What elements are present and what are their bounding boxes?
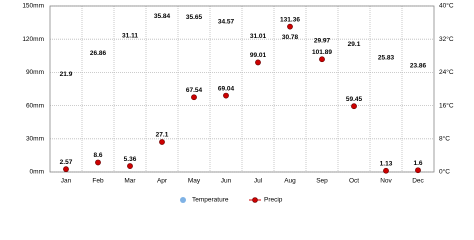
chart: 0mm 30mm 60mm 90mm 120mm 150mm 0°C 8°C 16°C 24°C 3… (22, 2, 454, 204)
y-tick-label: 60mm (26, 102, 44, 109)
data-point (287, 42, 292, 47)
legend-marker (180, 197, 186, 203)
data-label: 31.11 (122, 33, 138, 40)
data-label: 59.45 (346, 96, 363, 103)
data-label: 101.89 (312, 49, 332, 56)
data-label: 30.78 (282, 34, 299, 41)
data-label: 21.9 (60, 71, 73, 78)
data-label: 1.13 (380, 160, 393, 167)
data-point (223, 26, 228, 31)
data-point (287, 23, 293, 30)
x-tick-label: Jul (254, 178, 263, 185)
data-point (191, 21, 196, 26)
y2-tick-label: 32°C (439, 35, 454, 43)
data-point (127, 163, 133, 169)
data-label: 99.01 (250, 52, 267, 59)
y-tick-label: 150mm (22, 3, 44, 10)
x-tick-label: Oct (349, 178, 359, 185)
data-label: 29.1 (348, 41, 361, 48)
x-tick-label: Aug (284, 178, 296, 185)
x-tick-label: Sep (316, 178, 328, 185)
data-label: 26.86 (90, 50, 107, 57)
legend-label: Precip (264, 197, 283, 204)
data-point (255, 41, 260, 46)
data-point (191, 94, 197, 101)
data-label: 5.36 (124, 156, 137, 163)
data-point (383, 167, 389, 174)
data-point (255, 59, 261, 66)
y-tick-label: 0mm (30, 169, 44, 176)
data-point (159, 139, 165, 145)
x-tick-label: May (188, 178, 201, 185)
data-point (127, 40, 132, 45)
data-point (351, 49, 356, 54)
x-tick-label: Apr (157, 178, 168, 185)
y2-tick-label: 24°C (439, 68, 454, 76)
x-tick-label: Jun (221, 178, 232, 185)
data-point (383, 62, 388, 67)
y-tick-label: 120mm (22, 36, 44, 43)
data-point (351, 103, 357, 110)
data-point (95, 58, 100, 63)
data-label: 131.36 (280, 16, 300, 23)
data-point (415, 167, 421, 174)
legend-label: Temperature (192, 197, 229, 204)
data-point (95, 159, 101, 166)
y2-tick-label: 0°C (439, 168, 450, 176)
data-point (63, 79, 68, 84)
data-label: 8.6 (93, 152, 102, 159)
data-label: 67.54 (186, 87, 203, 94)
x-tick-label: Jan (61, 178, 72, 185)
data-label: 2.57 (60, 159, 73, 166)
y2-tick-label: 8°C (439, 135, 450, 143)
y-tick-label: 90mm (26, 69, 44, 76)
data-point (415, 70, 420, 75)
y2-tick-label: 16°C (439, 101, 454, 109)
data-label: 35.65 (186, 14, 203, 21)
data-label: 31.01 (250, 33, 267, 40)
data-point (223, 92, 229, 99)
data-label: 23.86 (410, 63, 427, 70)
data-label: 69.04 (218, 85, 235, 92)
data-point (319, 56, 325, 63)
x-tick-label: Feb (92, 178, 104, 185)
data-point (159, 21, 164, 26)
y2-tick-label: 40°C (439, 2, 454, 10)
x-tick-label: Mar (124, 178, 136, 185)
data-label: 34.57 (218, 18, 235, 25)
data-label: 25.83 (378, 55, 395, 62)
legend-marker (252, 197, 258, 203)
x-tick-label: Dec (412, 178, 424, 185)
data-label: 29.97 (314, 37, 331, 44)
data-label: 35.84 (154, 13, 171, 20)
x-tick-label: Nov (380, 178, 392, 185)
data-point (63, 166, 69, 173)
data-label: 1.6 (413, 160, 422, 167)
plot-border (49, 5, 435, 173)
data-label: 27.1 (156, 132, 169, 139)
y-tick-label: 30mm (26, 136, 44, 143)
